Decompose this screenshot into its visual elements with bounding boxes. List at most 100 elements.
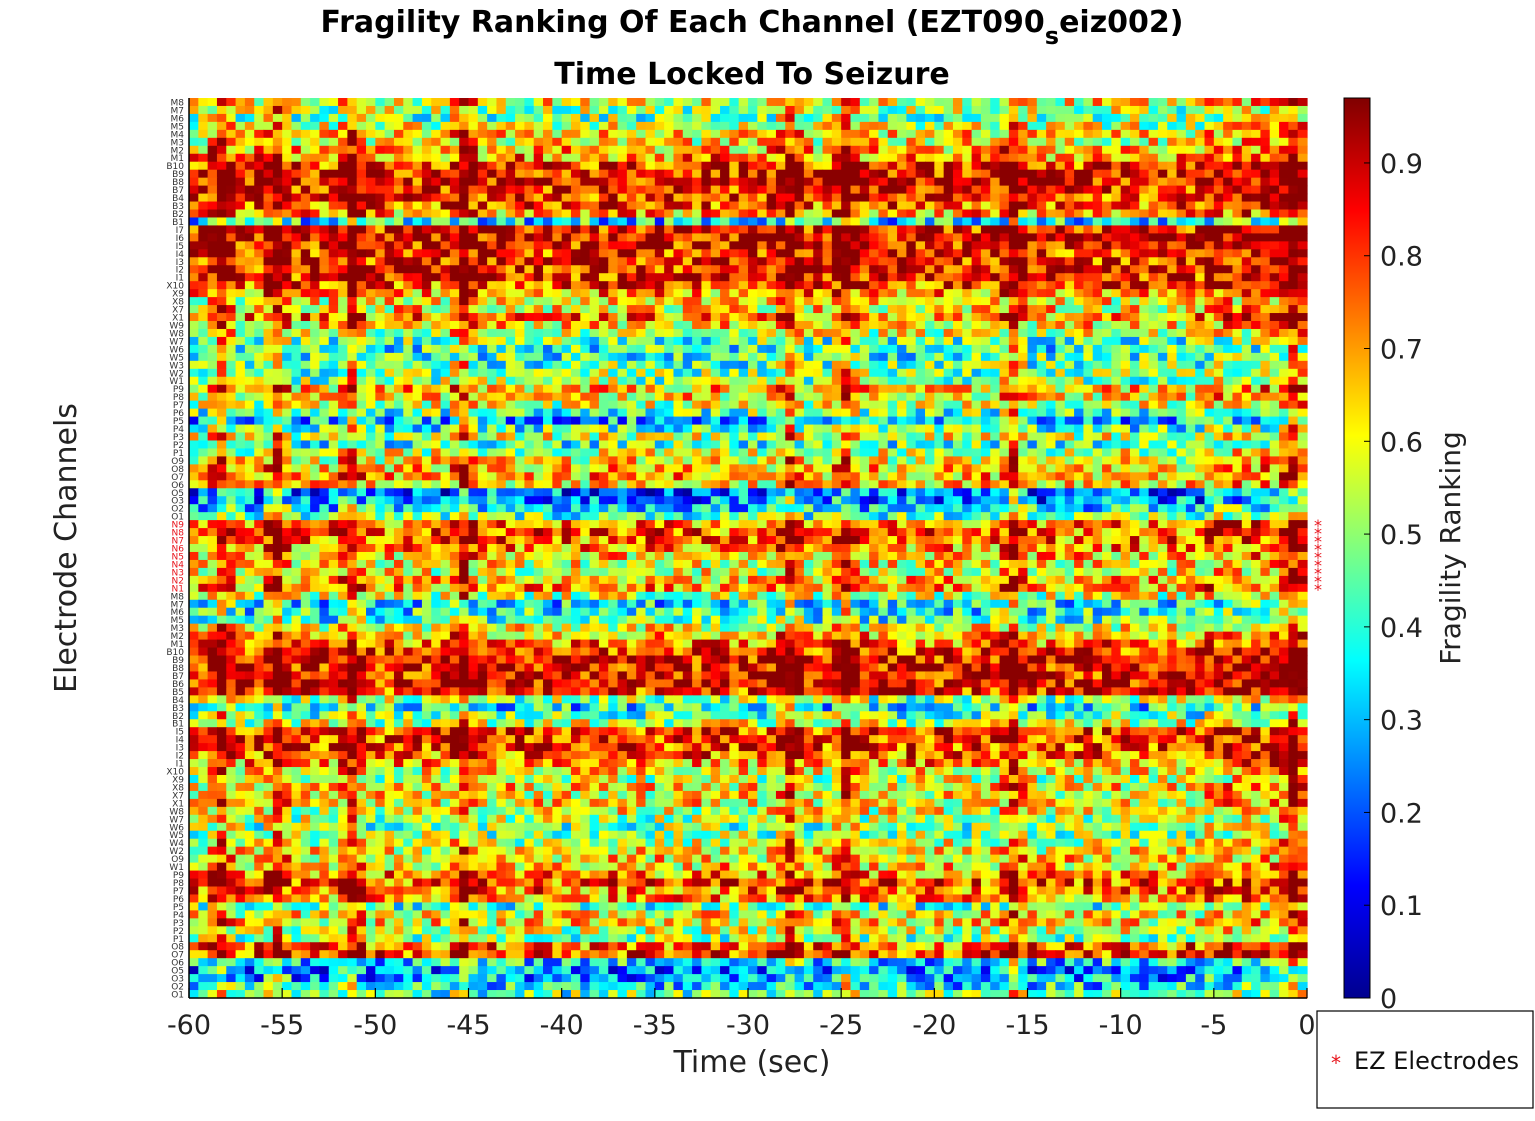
heatmap-cell (189, 201, 199, 211)
heatmap-cell (859, 321, 870, 330)
heatmap-cell (263, 281, 274, 290)
heatmap-cell (999, 273, 1010, 282)
heatmap-cell (766, 416, 777, 426)
heatmap-cell (440, 129, 451, 139)
heatmap-cell (952, 336, 963, 346)
heatmap-cell (496, 408, 507, 418)
heatmap-cell (757, 225, 768, 234)
heatmap-cell (263, 209, 274, 219)
heatmap-cell (263, 384, 274, 394)
heatmap-cell (496, 177, 507, 187)
heatmap-cell (226, 225, 237, 234)
heatmap-cell (598, 153, 609, 163)
heatmap-cell (421, 360, 432, 370)
heatmap-cell (859, 328, 870, 338)
heatmap-cell (915, 257, 926, 266)
heatmap-cell (226, 145, 237, 155)
heatmap-cell (645, 424, 656, 434)
heatmap-cell (300, 113, 311, 123)
heatmap-cell (543, 145, 553, 155)
heatmap-cell (999, 289, 1010, 298)
heatmap-cell (207, 217, 218, 227)
heatmap-cell (962, 145, 973, 155)
heatmap-cell (952, 392, 963, 402)
heatmap-cell (319, 209, 330, 219)
heatmap-cell (785, 137, 796, 147)
heatmap-cell (1167, 384, 1178, 394)
heatmap-cell (878, 289, 889, 298)
heatmap-cell (505, 368, 516, 378)
heatmap-cell (803, 408, 814, 418)
heatmap-cell (664, 98, 675, 107)
heatmap-cell (1204, 201, 1215, 211)
heatmap-cell (831, 313, 842, 322)
heatmap-cell (1279, 336, 1289, 346)
heatmap-cell (216, 169, 227, 179)
heatmap-cell (440, 360, 451, 370)
heatmap-cell (720, 137, 730, 147)
heatmap-cell (1176, 344, 1187, 354)
heatmap-cell (244, 265, 255, 274)
heatmap-cell (580, 368, 591, 378)
heatmap-cell (1036, 241, 1047, 250)
heatmap-cell (1279, 376, 1289, 386)
heatmap-cell (570, 121, 581, 131)
heatmap-cell (1120, 145, 1131, 155)
heatmap-cell (524, 265, 535, 274)
heatmap-cell (1223, 289, 1234, 298)
heatmap-cell (1092, 352, 1103, 362)
heatmap-cell (310, 169, 321, 179)
heatmap-cell (645, 129, 656, 139)
heatmap-cell (459, 384, 470, 394)
heatmap-cell (934, 169, 945, 179)
heatmap-cell (1195, 400, 1206, 410)
heatmap-cell (664, 265, 675, 274)
heatmap-cell (785, 392, 796, 402)
heatmap-cell (1111, 305, 1122, 314)
heatmap-cell (300, 344, 311, 354)
heatmap-cell (822, 185, 833, 195)
heatmap-cell (1139, 145, 1150, 155)
heatmap-cell (934, 384, 945, 394)
heatmap-cell (468, 161, 479, 171)
heatmap-cell (459, 273, 470, 282)
heatmap-cell (869, 105, 880, 115)
heatmap-cell (1232, 305, 1243, 314)
heatmap-cell (1083, 336, 1094, 346)
heatmap-cell (589, 416, 600, 426)
heatmap-cell (496, 416, 507, 426)
heatmap-cell (496, 249, 507, 258)
heatmap-cell (403, 225, 414, 234)
heatmap-cell (552, 392, 563, 402)
heatmap-cell (487, 376, 498, 386)
heatmap-cell (636, 273, 647, 282)
heatmap-cell (1139, 352, 1150, 362)
heatmap-cell (291, 336, 302, 346)
heatmap-cell (980, 161, 991, 171)
heatmap-cell (440, 281, 451, 290)
heatmap-cell (748, 408, 758, 418)
heatmap-cell (915, 193, 926, 203)
heatmap-cell (1083, 321, 1094, 330)
heatmap-cell (608, 416, 619, 426)
heatmap-cell (235, 305, 246, 314)
heatmap-cell (1083, 352, 1094, 362)
heatmap-cell (598, 408, 609, 418)
heatmap-cell (748, 400, 758, 410)
heatmap-cell (1251, 360, 1262, 370)
heatmap-cell (1018, 129, 1029, 139)
heatmap-cell (692, 217, 703, 227)
heatmap-cell (1018, 400, 1029, 410)
heatmap-cell (254, 121, 265, 131)
heatmap-cell (1046, 281, 1057, 290)
heatmap-cell (1074, 137, 1084, 147)
heatmap-cell (580, 153, 591, 163)
heatmap-cell (477, 153, 488, 163)
heatmap-cell (906, 169, 917, 179)
heatmap-cell (524, 424, 535, 434)
heatmap-cell (925, 209, 935, 219)
heatmap-cell (710, 201, 721, 211)
heatmap-cell (617, 376, 628, 386)
heatmap-cell (487, 249, 498, 258)
heatmap-cell (1027, 241, 1038, 250)
